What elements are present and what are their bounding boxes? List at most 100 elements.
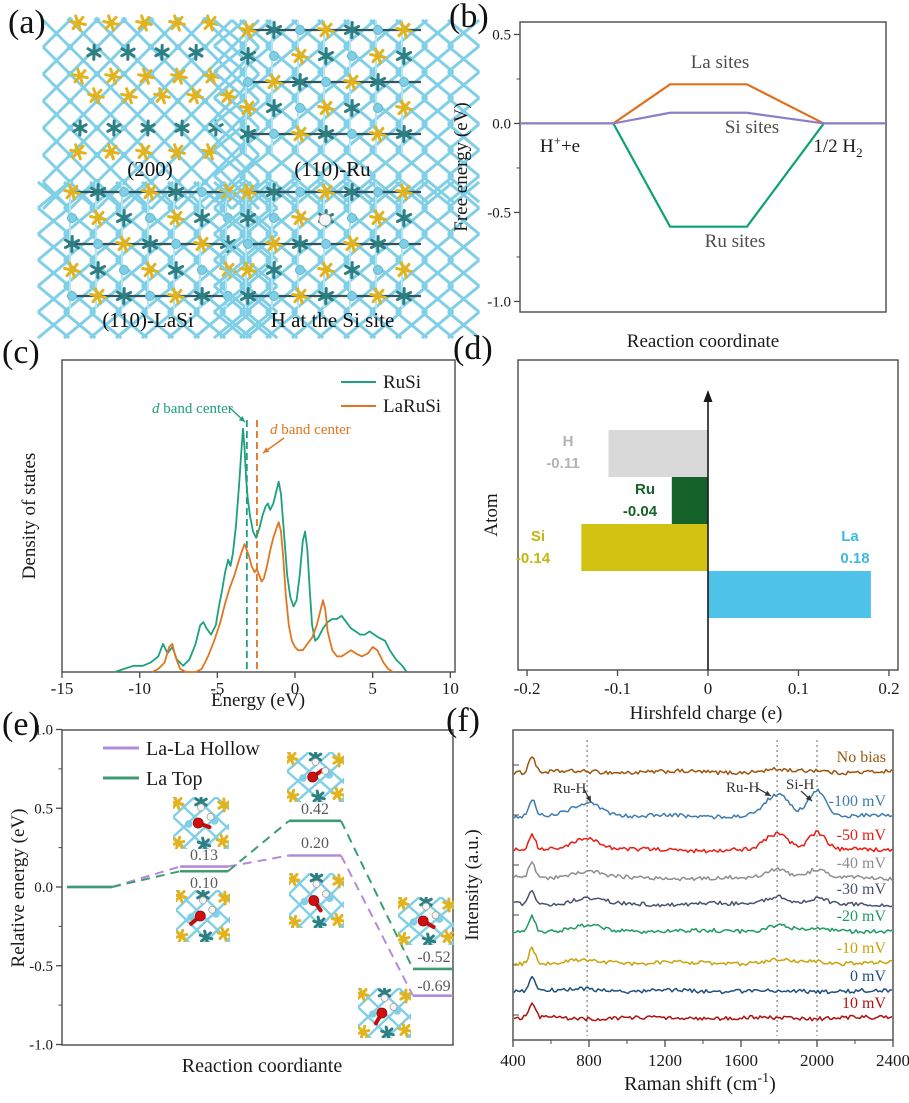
e-xlabel: Reaction coordiante	[182, 1055, 343, 1077]
c-xtick: -5	[210, 679, 224, 698]
e-structure-inset	[289, 873, 344, 928]
dos-curve-RuSi	[114, 427, 408, 673]
d-category-label-La: La	[841, 528, 859, 545]
b-product-label: 1/2 H2	[813, 136, 862, 160]
raman-trace-0-mV	[513, 975, 893, 995]
panel-b-label: (b)	[449, 0, 489, 35]
b-series-Si-sites	[520, 111, 886, 125]
f-annotation-Ru-H: Ru-H	[726, 780, 760, 796]
c-xlabel: Energy (eV)	[211, 690, 305, 711]
d-value-label-La: 0.18	[840, 550, 869, 567]
f-trace-label--40-mV: -40 mV	[837, 855, 887, 872]
crystal-structure-110-ru	[213, 18, 481, 204]
b-site-label: Si sites	[725, 117, 779, 138]
crystal-structure-h-si-site	[213, 180, 481, 340]
c-ylabel: Density of states	[19, 453, 40, 580]
panel-a-label: (a)	[8, 4, 46, 41]
f-trace-label-10-mV: 10 mV	[842, 995, 886, 1012]
d-bar-H	[608, 430, 708, 477]
panel-c-dos-chart: -15 -10 -5 0 5 10 RuSi LaRuSi d band center d ban…	[19, 359, 459, 711]
d-category-label-Si: Si	[531, 528, 545, 545]
e-structure-inset	[398, 897, 454, 945]
d-bar-La	[708, 571, 871, 618]
d-value-label-H: -0.11	[546, 455, 579, 472]
b-ytick: 0.0	[492, 116, 511, 132]
e-structure-inset	[173, 797, 229, 849]
f-trace-label--10-mV: -10 mV	[837, 940, 887, 957]
structure-caption: H at the Si site	[270, 308, 395, 332]
e-path-La-La-Hollow	[67, 854, 453, 997]
d-bar-Ru	[671, 477, 708, 524]
crystal-lattice	[213, 18, 481, 204]
f-trace-label-0-mV: 0 mV	[850, 968, 886, 985]
e-structure-inset	[358, 988, 411, 1038]
e-legend-La-La-Hollow: La-La Hollow	[146, 738, 260, 760]
b-ytick: -1.0	[487, 294, 511, 310]
b-xlabel: Reaction coordinate	[627, 331, 779, 352]
b-ytick: 0.5	[492, 27, 511, 43]
panel-f-raman-chart: 400 800 1200 1600 2000 2400 No bias -100 mV -50 …	[462, 729, 909, 1095]
dos-curve-LaRuSi	[151, 521, 394, 673]
crystal-structure-200	[41, 14, 261, 211]
e-energy-value: -0.52	[417, 949, 450, 966]
c-dband-annotation-rusi: d band center	[152, 401, 233, 417]
b-ytick: -0.5	[487, 205, 511, 221]
d-bar-Si	[581, 524, 708, 571]
d-value-label-Si: -0.14	[516, 550, 551, 567]
panel-b-free-energy-chart: 0.5 0.0 -0.5 -1.0 La sites Ru sites Si sites H+…	[451, 21, 887, 352]
f-trace-label--50-mV: -50 mV	[837, 827, 887, 844]
d-category-label-H: H	[563, 433, 574, 450]
f-trace-label--100-mV: -100 mV	[829, 793, 887, 810]
e-ylabel: Relative energy (eV)	[8, 809, 29, 968]
f-xtick: 2000	[800, 1051, 834, 1070]
d-xtick: 0	[704, 679, 713, 698]
e-energy-value: 0.10	[190, 875, 218, 892]
e-path-La-Top	[67, 819, 453, 971]
b-series-La-sites	[520, 83, 886, 125]
d-xlabel: Hirshfeld charge (e)	[630, 703, 783, 724]
f-xtick: 800	[576, 1051, 602, 1070]
c-dband-annotation-larusi: d band center	[270, 422, 351, 438]
f-ylabel: Intensity (a.u.)	[462, 829, 483, 940]
f-annotation-Si-H: Si-H	[786, 777, 815, 793]
e-energy-value: -0.69	[417, 978, 450, 995]
raman-trace--20-mV	[513, 914, 893, 935]
e-structure-inset	[287, 752, 344, 802]
f-trace-label--20-mV: -20 mV	[837, 908, 887, 925]
structure-caption: (200)	[127, 157, 173, 181]
panel-e-label: (e)	[2, 706, 40, 743]
f-xlabel: Raman shift (cm-1)	[624, 1071, 776, 1095]
crystal-lattice	[37, 180, 279, 340]
raman-trace--40-mV	[513, 861, 893, 882]
raman-trace-10-mV	[513, 1002, 893, 1022]
f-xtick: 1600	[724, 1051, 758, 1070]
c-xtick: -10	[128, 679, 151, 698]
d-ylabel: Atom	[481, 493, 502, 537]
raman-trace--50-mV	[513, 830, 893, 854]
e-ytick: 0.0	[34, 880, 53, 896]
structure-caption: (110)-Ru	[294, 157, 371, 181]
e-structure-inset	[176, 890, 230, 942]
d-category-label-Ru: Ru	[635, 481, 655, 498]
e-energy-value: 0.13	[190, 847, 218, 864]
e-ytick: 1.0	[34, 723, 53, 739]
raman-trace--100-mV	[513, 788, 893, 820]
e-energy-value: 0.20	[301, 835, 329, 852]
e-energy-value: 0.42	[301, 801, 329, 818]
c-xtick: 10	[442, 679, 459, 698]
panel-e-energy-path-chart: 1.0 0.5 0.0 -0.5 -1.0 La-La Hollow La Top 0.13 0…	[8, 723, 454, 1077]
crystal-structure-110-lasi	[37, 180, 279, 340]
c-xtick: 0	[291, 679, 300, 698]
structure-caption: (110)-LaSi	[102, 308, 194, 332]
e-ytick: -0.5	[29, 959, 53, 975]
crystal-lattice	[213, 180, 481, 340]
e-ytick: 0.5	[34, 801, 53, 817]
f-xtick: 2400	[876, 1051, 909, 1070]
d-value-label-Ru: -0.04	[623, 503, 658, 520]
d-xtick: -0.2	[514, 679, 541, 698]
raman-trace--10-mV	[513, 946, 893, 967]
panel-d-hirshfeld-chart: -0.2 -0.1 0 0.1 0.2 H -0.11 Ru -0.04 Si -0.14 La 0.1…	[481, 359, 900, 724]
panel-f-label: (f)	[446, 702, 480, 739]
b-reactant-label: H++e	[540, 133, 580, 157]
